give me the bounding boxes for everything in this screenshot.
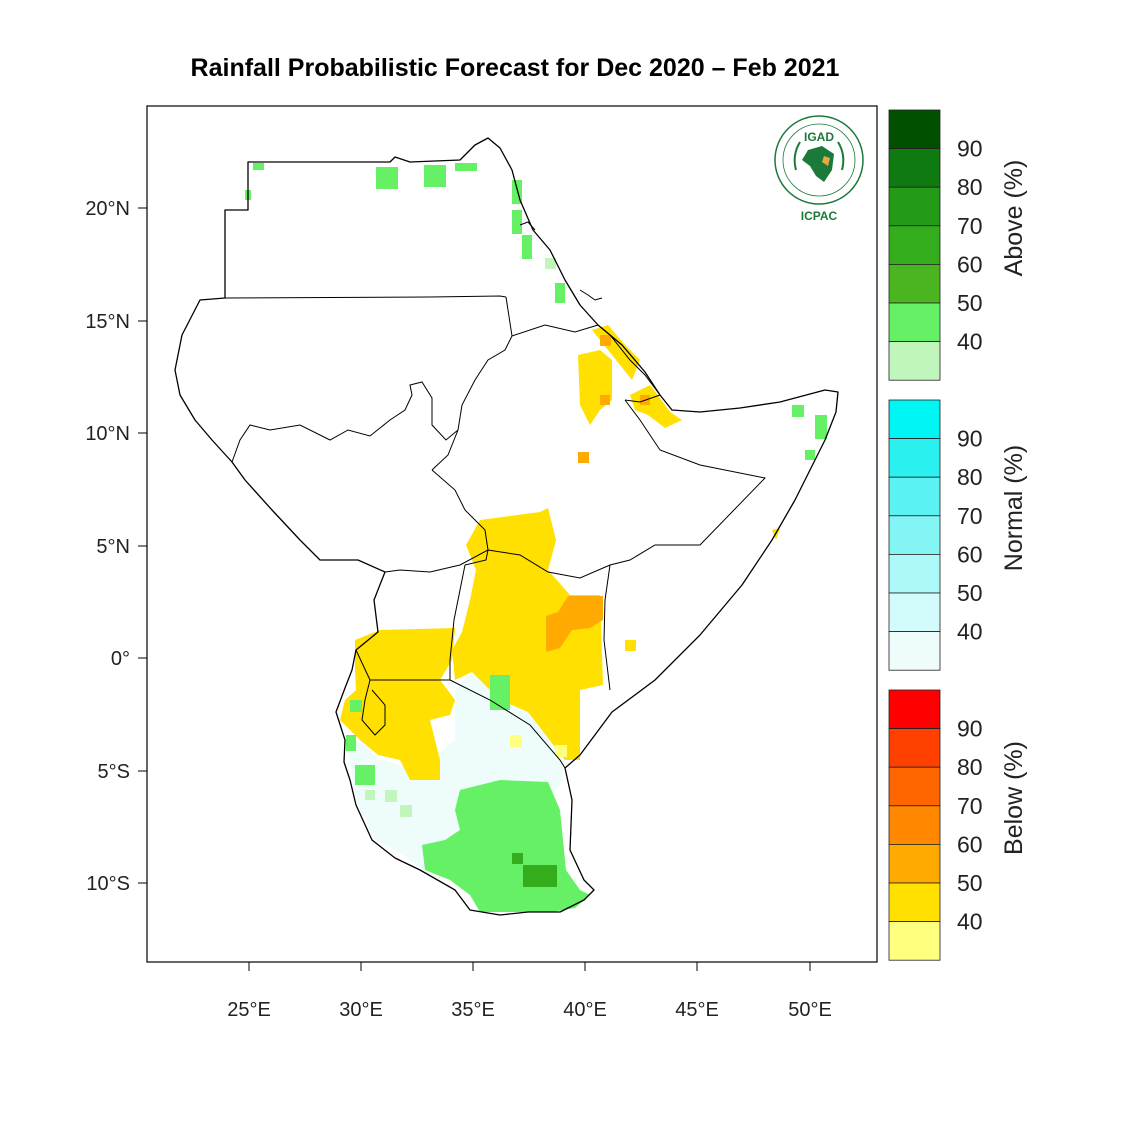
colorbar-below-swatch [888, 844, 941, 884]
lat-tick-5n: 5°N [96, 536, 130, 558]
colorbar-normal-label: 50 [957, 580, 983, 606]
colorbar-below-swatch [888, 882, 941, 922]
colorbar-below-label: 50 [957, 870, 983, 896]
region-above-60-tanzania [523, 865, 557, 887]
logo-subtitle: ICPAC [801, 209, 838, 223]
colorbar-normal-title: Normal (%) [1000, 445, 1028, 571]
colorbar-below-label: 90 [957, 716, 983, 742]
colorbar-above-label: 90 [957, 136, 983, 162]
lon-tick-25e: 25°E [227, 999, 271, 1021]
colorbar-normal-label: 90 [957, 426, 983, 452]
colorbar-above-swatch [888, 148, 941, 188]
region-below-40-lake-victoria-west [340, 628, 455, 780]
colorbar-normal-swatch [888, 476, 941, 517]
lat-tick-20n: 20°N [85, 198, 130, 220]
lon-tick-45e: 45°E [675, 999, 719, 1021]
lat-tick-10s: 10°S [86, 873, 130, 895]
colorbar-above-swatch [888, 302, 941, 342]
colorbar-above-title: Above (%) [1000, 160, 1028, 277]
colorbar-normal-swatch [888, 399, 941, 439]
map-title: Rainfall Probabilistic Forecast for Dec … [190, 54, 840, 82]
region-below-60-kenya-north [546, 596, 603, 652]
colorbar-below-label: 80 [957, 754, 983, 780]
colorbar-normal-label: 80 [957, 464, 983, 490]
colorbar-below-swatch [888, 689, 941, 729]
colorbar-above-swatch [888, 109, 941, 149]
logo-name: IGAD [804, 130, 834, 144]
colorbar-above-swatch [888, 263, 941, 304]
colorbar-above-label: 50 [957, 290, 983, 316]
colorbar-below-label: 40 [957, 909, 983, 935]
lon-tick-50e: 50°E [788, 999, 832, 1021]
colorbar-normal: 90 80 70 60 50 40 [888, 399, 983, 671]
lon-tick-40e: 40°E [563, 999, 607, 1021]
country-borders [174, 137, 839, 916]
colorbar-above-label: 40 [957, 329, 983, 355]
colorbar-normal-label: 60 [957, 541, 983, 567]
colorbar-above-label: 70 [957, 213, 983, 239]
igad-logo: IGAD ICPAC [774, 115, 864, 223]
lon-axis: 25°E 30°E 35°E 40°E 45°E 50°E [227, 962, 832, 1021]
lat-axis: 20°N 15°N 10°N 5°N 0° 5°S 10°S [85, 198, 147, 895]
colorbar-below-title: Below (%) [1000, 741, 1028, 855]
lat-tick-15n: 15°N [85, 311, 130, 333]
lat-tick-5s: 5°S [98, 761, 130, 783]
colorbar-below: 90 80 70 60 50 40 [888, 689, 983, 961]
colorbar-below-swatch [888, 921, 941, 961]
colorbar-above-swatch [888, 186, 941, 227]
region-below-40-uganda-kenya [452, 508, 603, 760]
colorbar-above-swatch [888, 341, 941, 381]
colorbar-normal-swatch [888, 438, 941, 478]
colorbar-above-swatch [888, 225, 941, 265]
lat-tick-0: 0° [111, 648, 130, 670]
forecast-shading-layer [245, 163, 827, 912]
colorbar-above-label: 60 [957, 251, 983, 277]
colorbar-below-label: 70 [957, 793, 983, 819]
lat-tick-10n: 10°N [85, 423, 130, 445]
colorbar-below-label: 60 [957, 831, 983, 857]
colorbar-above-label: 80 [957, 174, 983, 200]
lon-tick-35e: 35°E [451, 999, 495, 1021]
region-outline [174, 137, 839, 916]
colorbar-normal-swatch [888, 554, 941, 594]
colorbar-normal-swatch [888, 631, 941, 671]
colorbar-above: 90 80 70 60 50 40 [888, 109, 983, 381]
colorbar-below-swatch [888, 728, 941, 768]
colorbar-below-swatch [888, 766, 941, 807]
colorbar-below-swatch [888, 805, 941, 845]
colorbar-normal-swatch [888, 515, 941, 555]
colorbar-normal-label: 70 [957, 503, 983, 529]
colorbar-normal-label: 40 [957, 619, 983, 645]
colorbar-normal-swatch [888, 592, 941, 632]
lon-tick-30e: 30°E [339, 999, 383, 1021]
region-below-40-ethiopia-north [578, 350, 612, 425]
